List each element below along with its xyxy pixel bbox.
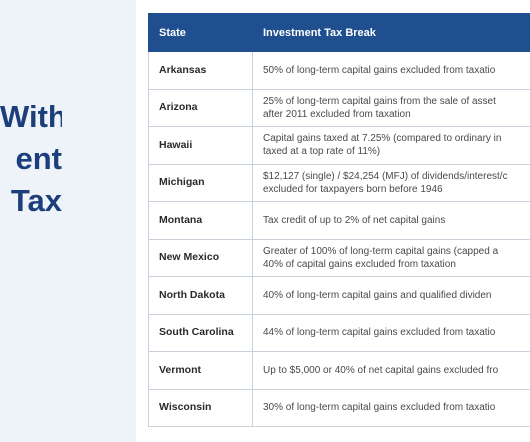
state-cell: Wisconsin <box>148 388 253 427</box>
state-cell: New Mexico <box>148 238 253 277</box>
title-line: Tax <box>10 183 62 218</box>
table-row: Wisconsin 30% of long-term capital gains … <box>148 388 530 427</box>
tax-break-cell: Capital gains taxed at 7.25% (compared t… <box>252 126 530 165</box>
table-row: North Dakota 40% of long-term capital gai… <box>148 276 530 315</box>
tax-break-text: 50% of long-term capital gains excluded … <box>263 64 496 76</box>
tax-break-text: 40% of capital gains excluded from taxat… <box>263 258 456 270</box>
column-header-state: State <box>148 13 253 52</box>
tax-break-text: 25% of long-term capital gains from the … <box>263 95 496 107</box>
state-cell: Michigan <box>148 163 253 202</box>
table-row: Hawaii Capital gains taxed at 7.25% (comp… <box>148 126 530 165</box>
tax-break-text: 44% of long-term capital gains excluded … <box>263 327 496 339</box>
tax-break-cell: 30% of long-term capital gains excluded … <box>252 388 530 427</box>
tax-break-cell: $12,127 (single) / $24,254 (MFJ) of divi… <box>252 163 530 202</box>
tax-break-text: taxed at a top rate of 11%) <box>263 146 381 158</box>
tax-break-text: Up to $5,000 or 40% of net capital gains… <box>263 364 499 376</box>
table-row: Vermont Up to $5,000 or 40% of net capita… <box>148 351 530 390</box>
tax-break-text: 40% of long-term capital gains and quali… <box>263 289 492 301</box>
tax-break-text: excluded for taxpayers born before 1946 <box>263 183 443 195</box>
column-header-tax-break: Investment Tax Break <box>252 13 530 52</box>
state-cell: Vermont <box>148 351 253 390</box>
table-row: New Mexico Greater of 100% of long-term c… <box>148 238 530 277</box>
tax-break-text: Capital gains taxed at 7.25% (compared t… <box>263 133 502 145</box>
tax-break-text: after 2011 excluded from taxation <box>263 108 411 120</box>
tax-break-text: Tax credit of up to 2% of net capital ga… <box>263 214 446 226</box>
tax-break-cell: Tax credit of up to 2% of net capital ga… <box>252 201 530 240</box>
state-cell: South Carolina <box>148 313 253 352</box>
title-line: ent <box>15 141 63 176</box>
article-title: With ent Tax <box>0 96 62 222</box>
tax-break-text: $12,127 (single) / $24,254 (MFJ) of divi… <box>263 170 508 182</box>
title-line: With <box>0 99 62 134</box>
left-panel: With ent Tax <box>0 0 136 442</box>
tax-break-table: State Investment Tax Break Arkansas 50% o… <box>148 13 530 427</box>
tax-break-cell: 50% of long-term capital gains excluded … <box>252 51 530 90</box>
state-cell: Montana <box>148 201 253 240</box>
tax-break-text: 30% of long-term capital gains excluded … <box>263 402 496 414</box>
tax-break-cell: Greater of 100% of long-term capital gai… <box>252 238 530 277</box>
state-cell: Hawaii <box>148 126 253 165</box>
table-header-row: State Investment Tax Break <box>148 13 530 52</box>
tax-break-text: Greater of 100% of long-term capital gai… <box>263 245 499 257</box>
tax-break-table-container: State Investment Tax Break Arkansas 50% o… <box>148 13 530 427</box>
table-row: Montana Tax credit of up to 2% of net cap… <box>148 201 530 240</box>
table-row: Michigan $12,127 (single) / $24,254 (MFJ)… <box>148 163 530 202</box>
tax-break-cell: 44% of long-term capital gains excluded … <box>252 313 530 352</box>
table-row: South Carolina 44% of long-term capital g… <box>148 313 530 352</box>
tax-break-cell: 40% of long-term capital gains and quali… <box>252 276 530 315</box>
tax-break-cell: 25% of long-term capital gains from the … <box>252 88 530 127</box>
state-cell: North Dakota <box>148 276 253 315</box>
tax-break-cell: Up to $5,000 or 40% of net capital gains… <box>252 351 530 390</box>
state-cell: Arizona <box>148 88 253 127</box>
table-row: Arkansas 50% of long-term capital gains e… <box>148 51 530 90</box>
table-row: Arizona 25% of long-term capital gains fr… <box>148 88 530 127</box>
state-cell: Arkansas <box>148 51 253 90</box>
